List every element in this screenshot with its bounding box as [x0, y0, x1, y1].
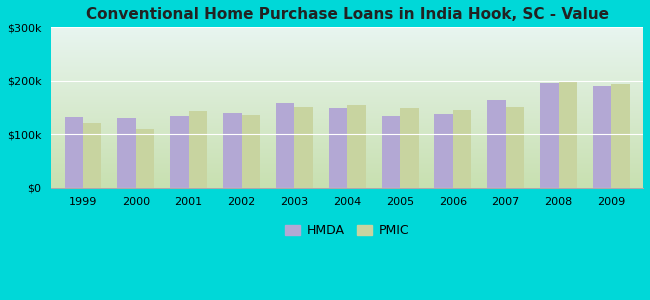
Bar — [188, 111, 207, 188]
Bar — [118, 118, 136, 188]
Legend: HMDA, PMIC: HMDA, PMIC — [280, 219, 414, 242]
Bar — [83, 123, 101, 188]
Bar — [223, 113, 242, 188]
Bar — [64, 117, 83, 188]
Bar — [276, 103, 294, 188]
Bar — [558, 82, 577, 188]
Bar — [593, 85, 612, 188]
Title: Conventional Home Purchase Loans in India Hook, SC - Value: Conventional Home Purchase Loans in Indi… — [86, 7, 608, 22]
Bar — [612, 84, 630, 188]
Bar — [347, 105, 366, 188]
Bar — [506, 107, 524, 188]
Bar — [488, 100, 506, 188]
Bar — [453, 110, 471, 188]
Bar — [136, 129, 154, 188]
Bar — [294, 107, 313, 188]
Bar — [382, 116, 400, 188]
Bar — [540, 83, 558, 188]
Bar — [170, 116, 188, 188]
Bar — [400, 109, 419, 188]
Bar — [242, 116, 260, 188]
Bar — [329, 109, 347, 188]
Bar — [434, 114, 453, 188]
